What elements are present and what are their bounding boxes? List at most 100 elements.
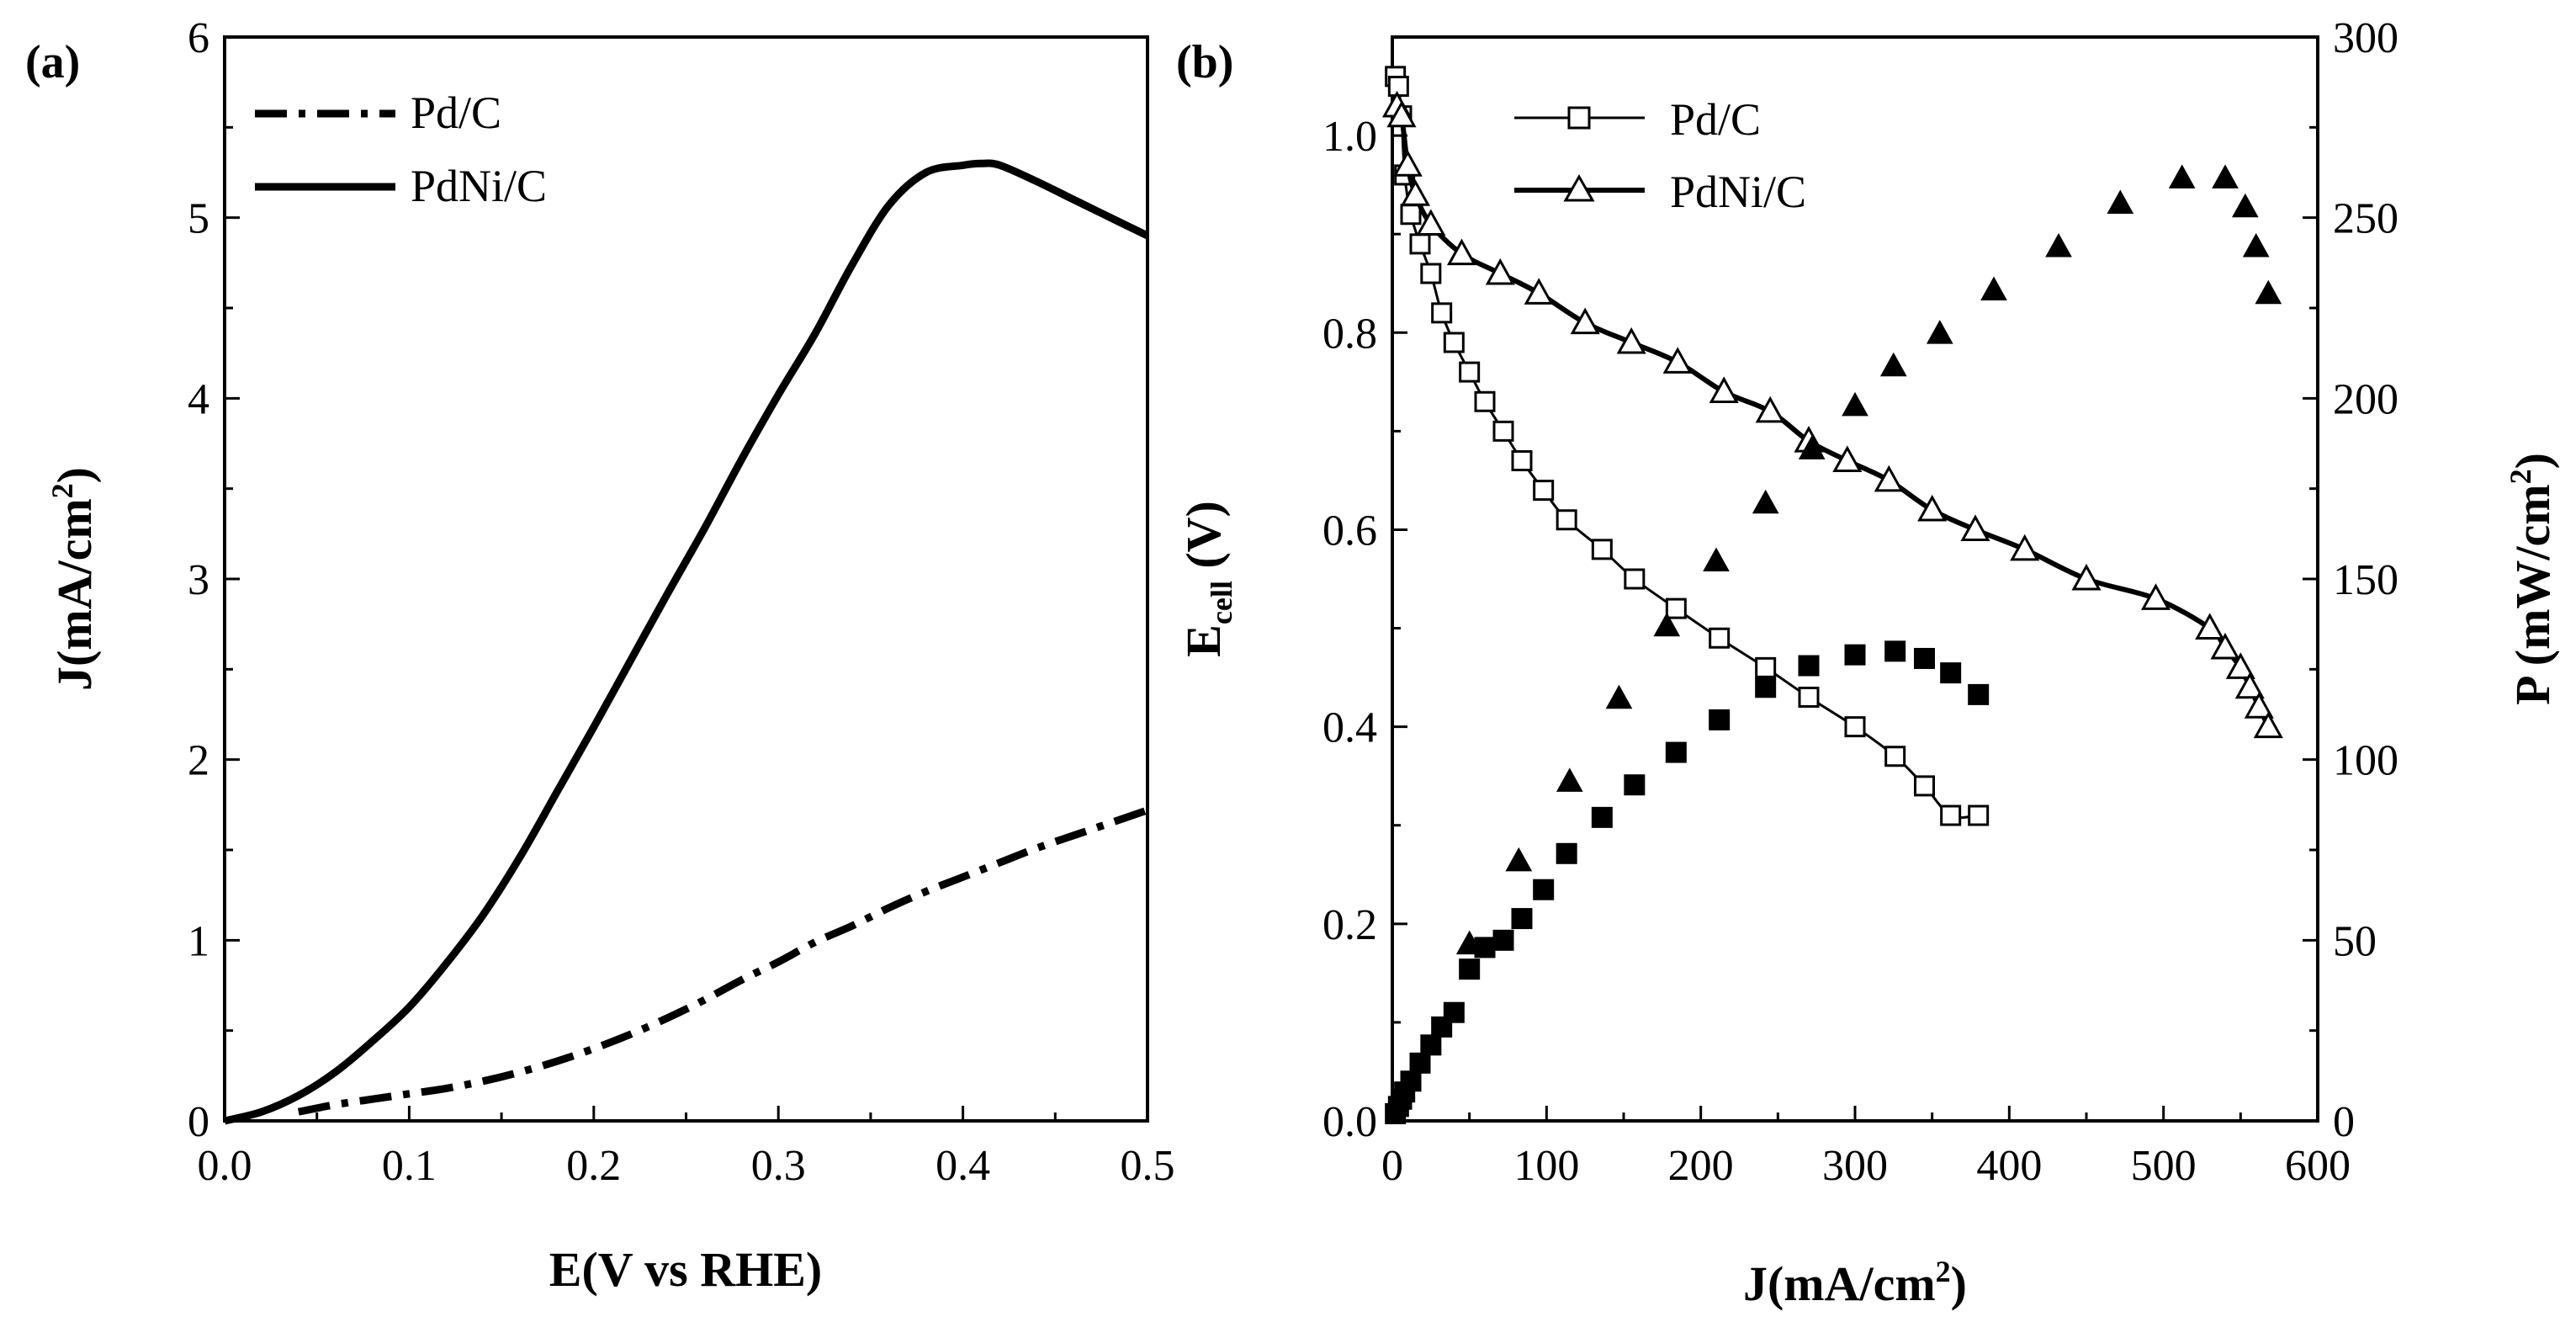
b-point-pdnic-power (1605, 684, 1633, 709)
a-y-tick-label: 1 (188, 917, 209, 965)
panel-b-plot-frame (1391, 35, 2319, 1123)
b-point-pdnic-power (2255, 279, 2282, 305)
b-point-pdnic-voltage (2225, 652, 2255, 679)
panel-b-y-tick-labels: 0.0 0.2 0.4 0.6 0.8 1.0 (1322, 113, 1377, 1146)
b-point-pdnic-power (1842, 391, 1868, 417)
b-point-pdc-voltage (1798, 687, 1820, 709)
b-y2-tick-label: 150 (2333, 556, 2398, 604)
a-x-tick-label: 0.1 (382, 1142, 437, 1190)
b-point-pdnic-voltage (1400, 179, 1431, 206)
b-point-pdnic-voltage (1874, 465, 1904, 492)
panel-b-x-label-sup: 2 (1936, 1255, 1951, 1288)
panel-b-y2-label-main: P (mW/cm (2505, 484, 2560, 705)
b-point-pdc-voltage (1968, 804, 1990, 826)
panel-a-label: (a) (25, 36, 80, 88)
a-x-tick-label: 0.4 (936, 1142, 990, 1190)
b-point-pdc-voltage (1624, 568, 1646, 590)
b-point-pdc-voltage (1844, 716, 1866, 738)
a-y-tick-label: 3 (188, 556, 209, 604)
b-y2-tick-label: 50 (2333, 917, 2377, 965)
b-point-pdnic-power (1798, 435, 1826, 459)
b-point-pdnic-voltage (1416, 209, 1446, 236)
b-point-pdc-voltage (1709, 627, 1731, 649)
panel-b-ticks (1391, 35, 2319, 1123)
b-point-pdc-power (1511, 908, 1533, 930)
b-point-pdnic-voltage (1662, 347, 1693, 374)
b-point-pdnic-voltage (2210, 632, 2240, 660)
panel-b-y2-axis-label: P (mW/cm2) (2504, 453, 2560, 705)
panel-b-y2-label-sup: 2 (2504, 469, 2537, 484)
panel-b-label: (b) (1176, 36, 1233, 88)
b-point-pdnic-power (2168, 164, 2196, 188)
panel-b-x-tick-labels: 0 100 200 300 400 500 600 (1381, 1142, 2351, 1190)
b-point-pdnic-voltage (2071, 563, 2102, 591)
b-point-pdc-voltage (1387, 76, 1409, 98)
b-point-pdc-voltage (1591, 539, 1613, 560)
b-x-tick-label: 300 (1822, 1142, 1888, 1190)
b-point-pdc-voltage (1884, 746, 1906, 767)
b-point-pdc-voltage (1533, 480, 1555, 502)
b-point-pdnic-power (1879, 352, 1907, 377)
b-line-pdnic-voltage (1394, 104, 2271, 728)
b-point-pdc-voltage (1409, 233, 1431, 255)
panel-a-plot-frame (223, 35, 1149, 1123)
a-x-tick-label: 0.0 (198, 1142, 252, 1190)
b-x-tick-label: 400 (1976, 1142, 2042, 1190)
b-point-pdnic-power (2107, 189, 2134, 214)
b-point-pdc-power (1420, 1034, 1442, 1056)
b-point-pdc-power (1709, 709, 1731, 730)
panel-a-y-label-main: J(mA/cm (47, 498, 102, 691)
b-point-pdnic-voltage (1960, 514, 1990, 541)
b-y2-tick-label: 300 (2333, 14, 2398, 62)
legend-pdni-c-label-b: PdNi/C (1670, 167, 1806, 217)
b-point-pdc-power (1591, 806, 1613, 828)
b-point-pdc-power (1940, 662, 1962, 684)
b-x-tick-label: 0 (1381, 1142, 1403, 1190)
b-y-tick-label: 1.0 (1322, 113, 1377, 161)
b-y-tick-label: 0.6 (1322, 507, 1377, 555)
panel-b-x-label-tail: ) (1951, 1256, 1967, 1311)
panel-a-x-tick-labels: 0.0 0.1 0.2 0.3 0.4 0.5 (198, 1142, 1175, 1190)
b-point-pdnic-power (2045, 232, 2072, 258)
b-point-pdnic-voltage (1446, 238, 1477, 266)
panel-b-x-label-main: J(mA/cm (1743, 1256, 1936, 1311)
b-point-pdc-power (1844, 644, 1866, 666)
b-point-pdnic-voltage (2244, 692, 2274, 719)
b-point-pdc-power (1459, 958, 1481, 980)
b-point-pdnic-voltage (1709, 376, 1739, 403)
b-point-pdc-power (1914, 647, 1935, 669)
a-series-line-pdnic (223, 159, 1149, 1125)
b-point-pdc-voltage (1420, 263, 1442, 284)
b-point-pdc-power (1443, 1001, 1465, 1023)
a-series-line-pdc (297, 806, 1149, 1116)
panel-a-y-tick-labels: 0 1 2 3 4 5 6 (188, 14, 209, 1146)
b-point-pdnic-power (1455, 930, 1483, 955)
panel-b-y-label-tail: (V) (1176, 501, 1231, 581)
panel-b-legend: Pd/C PdNi/C (1514, 94, 1806, 217)
legend-pd-c-open-square-marker (1567, 106, 1591, 130)
b-point-pdnic-power (2212, 164, 2239, 188)
b-point-pdnic-power (1980, 276, 2007, 300)
b-point-pdnic-voltage (1755, 396, 1785, 423)
b-point-pdnic-voltage (1570, 307, 1600, 335)
b-point-pdc-voltage (1400, 204, 1422, 226)
legend-pd-c-label-b: Pd/C (1670, 94, 1761, 145)
b-point-pdnic-voltage (1524, 278, 1554, 305)
b-point-pdnic-voltage (1917, 494, 1948, 522)
b-point-pdc-power (1556, 842, 1577, 864)
b-point-pdnic-voltage (1616, 327, 1646, 354)
b-point-pdnic-power (1752, 489, 1779, 514)
panel-a-series (223, 159, 1149, 1125)
panel-a-x-axis-label: E(V vs RHE) (549, 1242, 822, 1297)
b-point-pdc-voltage (1459, 361, 1481, 383)
b-y-tick-label: 0.2 (1322, 901, 1377, 949)
b-point-pdnic-voltage (1832, 445, 1863, 472)
panel-b-y-label-sub: cell (1205, 581, 1238, 624)
b-point-pdnic-voltage (2140, 583, 2171, 610)
b-point-pdc-power (1968, 683, 1990, 705)
b-point-pdnic-power (2242, 232, 2270, 258)
b-point-pdc-power (1755, 677, 1777, 698)
panel-b-y2-tick-labels: 0 50 100 150 200 250 300 (2333, 14, 2398, 1146)
b-point-pdc-power (1798, 655, 1820, 677)
